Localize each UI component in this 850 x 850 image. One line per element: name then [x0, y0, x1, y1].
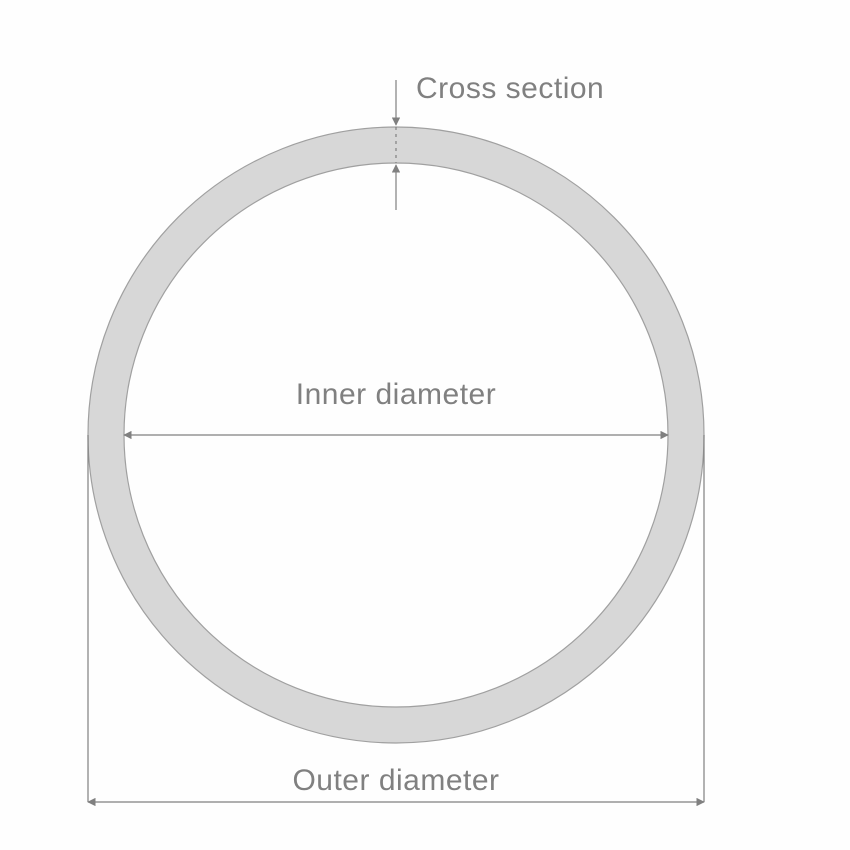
cross-section-label: Cross section	[416, 72, 604, 105]
outer-diameter-label: Outer diameter	[292, 764, 499, 797]
inner-diameter-annotation: Inner diameter	[124, 378, 668, 435]
inner-diameter-label: Inner diameter	[296, 378, 496, 411]
ring-dimension-diagram: Cross section Inner diameter Outer diame…	[0, 0, 850, 850]
